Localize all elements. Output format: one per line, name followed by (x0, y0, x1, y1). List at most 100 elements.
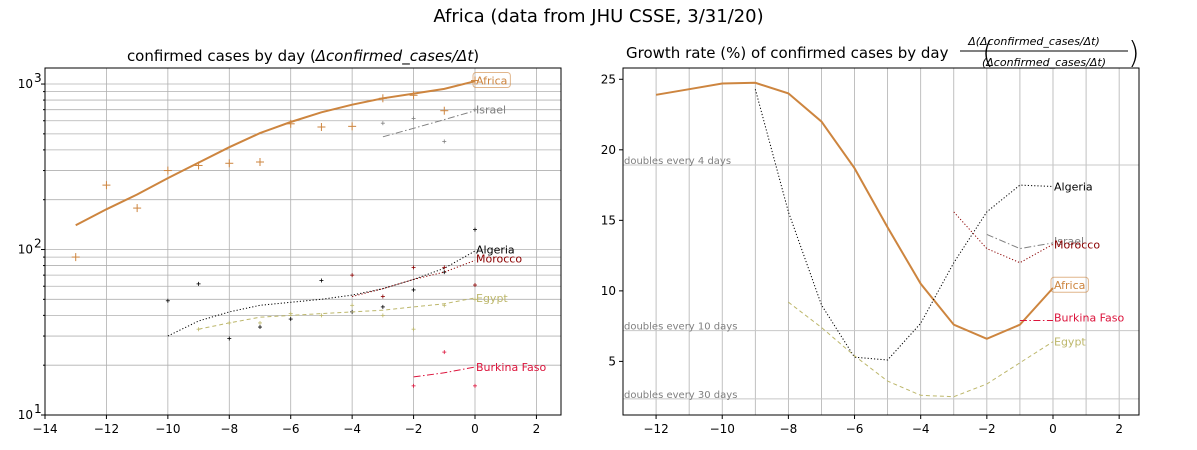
right-series-line-egypt (788, 301, 1054, 398)
left-series-line-africa (75, 80, 476, 227)
left-data-point-egypt (350, 303, 355, 308)
left-plot-frame (44, 67, 562, 416)
right-series-line-algeria (754, 89, 1054, 361)
left-series-line-burkina-faso (413, 366, 476, 378)
left-data-point-israel (442, 139, 447, 144)
left-data-point-israel (411, 116, 416, 121)
left-data-point-morocco (350, 273, 355, 278)
left-data-point-algeria (196, 281, 201, 286)
left-data-point-israel (380, 121, 385, 126)
left-series-label-algeria: Algeria (476, 244, 515, 257)
left-chart-title-suffix: ) (473, 47, 479, 65)
left-data-point-egypt (319, 313, 324, 318)
left-data-point-israel (473, 107, 477, 112)
right-chart-title-denominator: (Δconfirmed_cases/Δt) (982, 56, 1106, 69)
left-ytick-exponent: 1 (34, 402, 42, 416)
left-data-point-africa (440, 106, 449, 115)
left-series-line-algeria (167, 250, 476, 337)
left-chart-title-prefix: confirmed cases by day ( (127, 47, 316, 65)
right-xtick-label: −6 (846, 422, 864, 436)
right-series-label-burkina-faso: Burkina Faso (1054, 312, 1124, 325)
left-data-point-burkina-faso (411, 383, 416, 388)
left-data-point-africa (471, 76, 479, 85)
right-series-line-morocco (953, 211, 1054, 264)
left-data-point-burkina-faso (442, 350, 447, 355)
left-data-point-egypt (227, 320, 232, 325)
right-chart-title-right-paren: ) (1128, 36, 1140, 71)
left-xtick-label: −2 (405, 422, 423, 436)
left-xtick-label: 2 (533, 422, 541, 436)
right-series-label-morocco: Morocco (1054, 238, 1100, 251)
left-data-point-algeria (258, 325, 262, 330)
left-data-point-africa (71, 253, 80, 262)
left-ytick-label: 10 (18, 408, 33, 422)
left-data-point-morocco (411, 265, 416, 270)
left-data-point-morocco (442, 265, 447, 270)
left-data-point-africa (378, 94, 387, 103)
left-series-line-israel (382, 110, 476, 138)
right-series-label-africa: Africa (1054, 279, 1085, 292)
right-series-line-africa (655, 81, 1054, 340)
right-reference-label: doubles every 30 days (624, 390, 737, 401)
left-data-point-africa (194, 161, 203, 170)
left-ytick-label: 10 (18, 77, 33, 91)
left-xtick-label: −10 (155, 422, 180, 436)
left-ytick-label: 10 (18, 243, 33, 257)
right-ytick-label: 15 (601, 213, 616, 227)
left-ytick-exponent: 2 (34, 237, 42, 251)
right-xtick-label: −10 (710, 422, 735, 436)
left-data-point-africa (409, 91, 418, 100)
right-ytick-label: 25 (601, 72, 616, 86)
left-series-label-egypt: Egypt (476, 292, 508, 305)
left-series-label-box (472, 72, 511, 89)
right-series-label-israel: Israel (1054, 235, 1084, 248)
left-xtick-label: −8 (220, 422, 238, 436)
left-series-label-burkina-faso: Burkina Faso (476, 361, 546, 374)
left-xtick-label: −14 (32, 422, 57, 436)
left-xtick-label: −12 (94, 422, 119, 436)
right-xtick-label: 0 (1049, 422, 1057, 436)
left-data-point-algeria (411, 287, 416, 292)
right-ytick-label: 5 (608, 354, 616, 368)
left-data-point-morocco (473, 283, 477, 288)
left-data-point-algeria (380, 304, 385, 309)
right-ytick-label: 10 (601, 284, 616, 298)
left-data-point-algeria (319, 278, 324, 283)
left-data-point-egypt (442, 303, 447, 308)
right-ytick-label: 20 (601, 143, 616, 157)
left-data-point-africa (317, 123, 326, 132)
right-chart-title-numerator: Δ(Δconfirmed_cases/Δt) (967, 35, 1100, 48)
left-series-line-egypt (198, 297, 476, 330)
right-series-line-israel (986, 233, 1054, 250)
right-plot-frame (622, 67, 1140, 416)
left-data-point-algeria (227, 336, 232, 341)
left-data-point-africa (256, 157, 264, 166)
right-reference-label: doubles every 4 days (624, 156, 731, 167)
right-reference-label: doubles every 10 days (624, 322, 737, 333)
left-data-point-egypt (380, 313, 385, 318)
left-data-point-egypt (411, 327, 416, 332)
right-series-label-egypt: Egypt (1054, 336, 1086, 349)
right-series-label-algeria: Algeria (1054, 180, 1093, 193)
left-data-point-algeria (442, 270, 447, 275)
left-data-point-africa (225, 159, 234, 168)
right-series-label-box (1050, 276, 1089, 293)
left-data-point-morocco (380, 294, 385, 299)
right-xtick-label: −4 (912, 422, 930, 436)
left-data-point-algeria (288, 317, 293, 322)
left-data-point-burkina-faso (473, 383, 477, 388)
left-data-point-africa (163, 166, 172, 175)
right-chart-title-fraction: Δ(Δconfirmed_cases/Δt) (Δconfirmed_cases… (960, 35, 1140, 71)
left-chart-title-math: Δconfirmed_cases/Δt (315, 47, 475, 66)
left-data-point-egypt (258, 320, 262, 325)
left-xtick-label: 0 (471, 422, 479, 436)
left-series-label-morocco: Morocco (476, 253, 522, 266)
left-ytick-exponent: 3 (34, 71, 42, 85)
right-xtick-label: −2 (978, 422, 996, 436)
left-series-label-israel: Israel (476, 104, 506, 117)
right-chart-growth-rate: Growth rate (%) of confirmed cases by da… (601, 35, 1140, 436)
left-data-point-algeria (473, 227, 477, 232)
right-xtick-label: 2 (1115, 422, 1123, 436)
left-data-point-africa (348, 122, 357, 131)
